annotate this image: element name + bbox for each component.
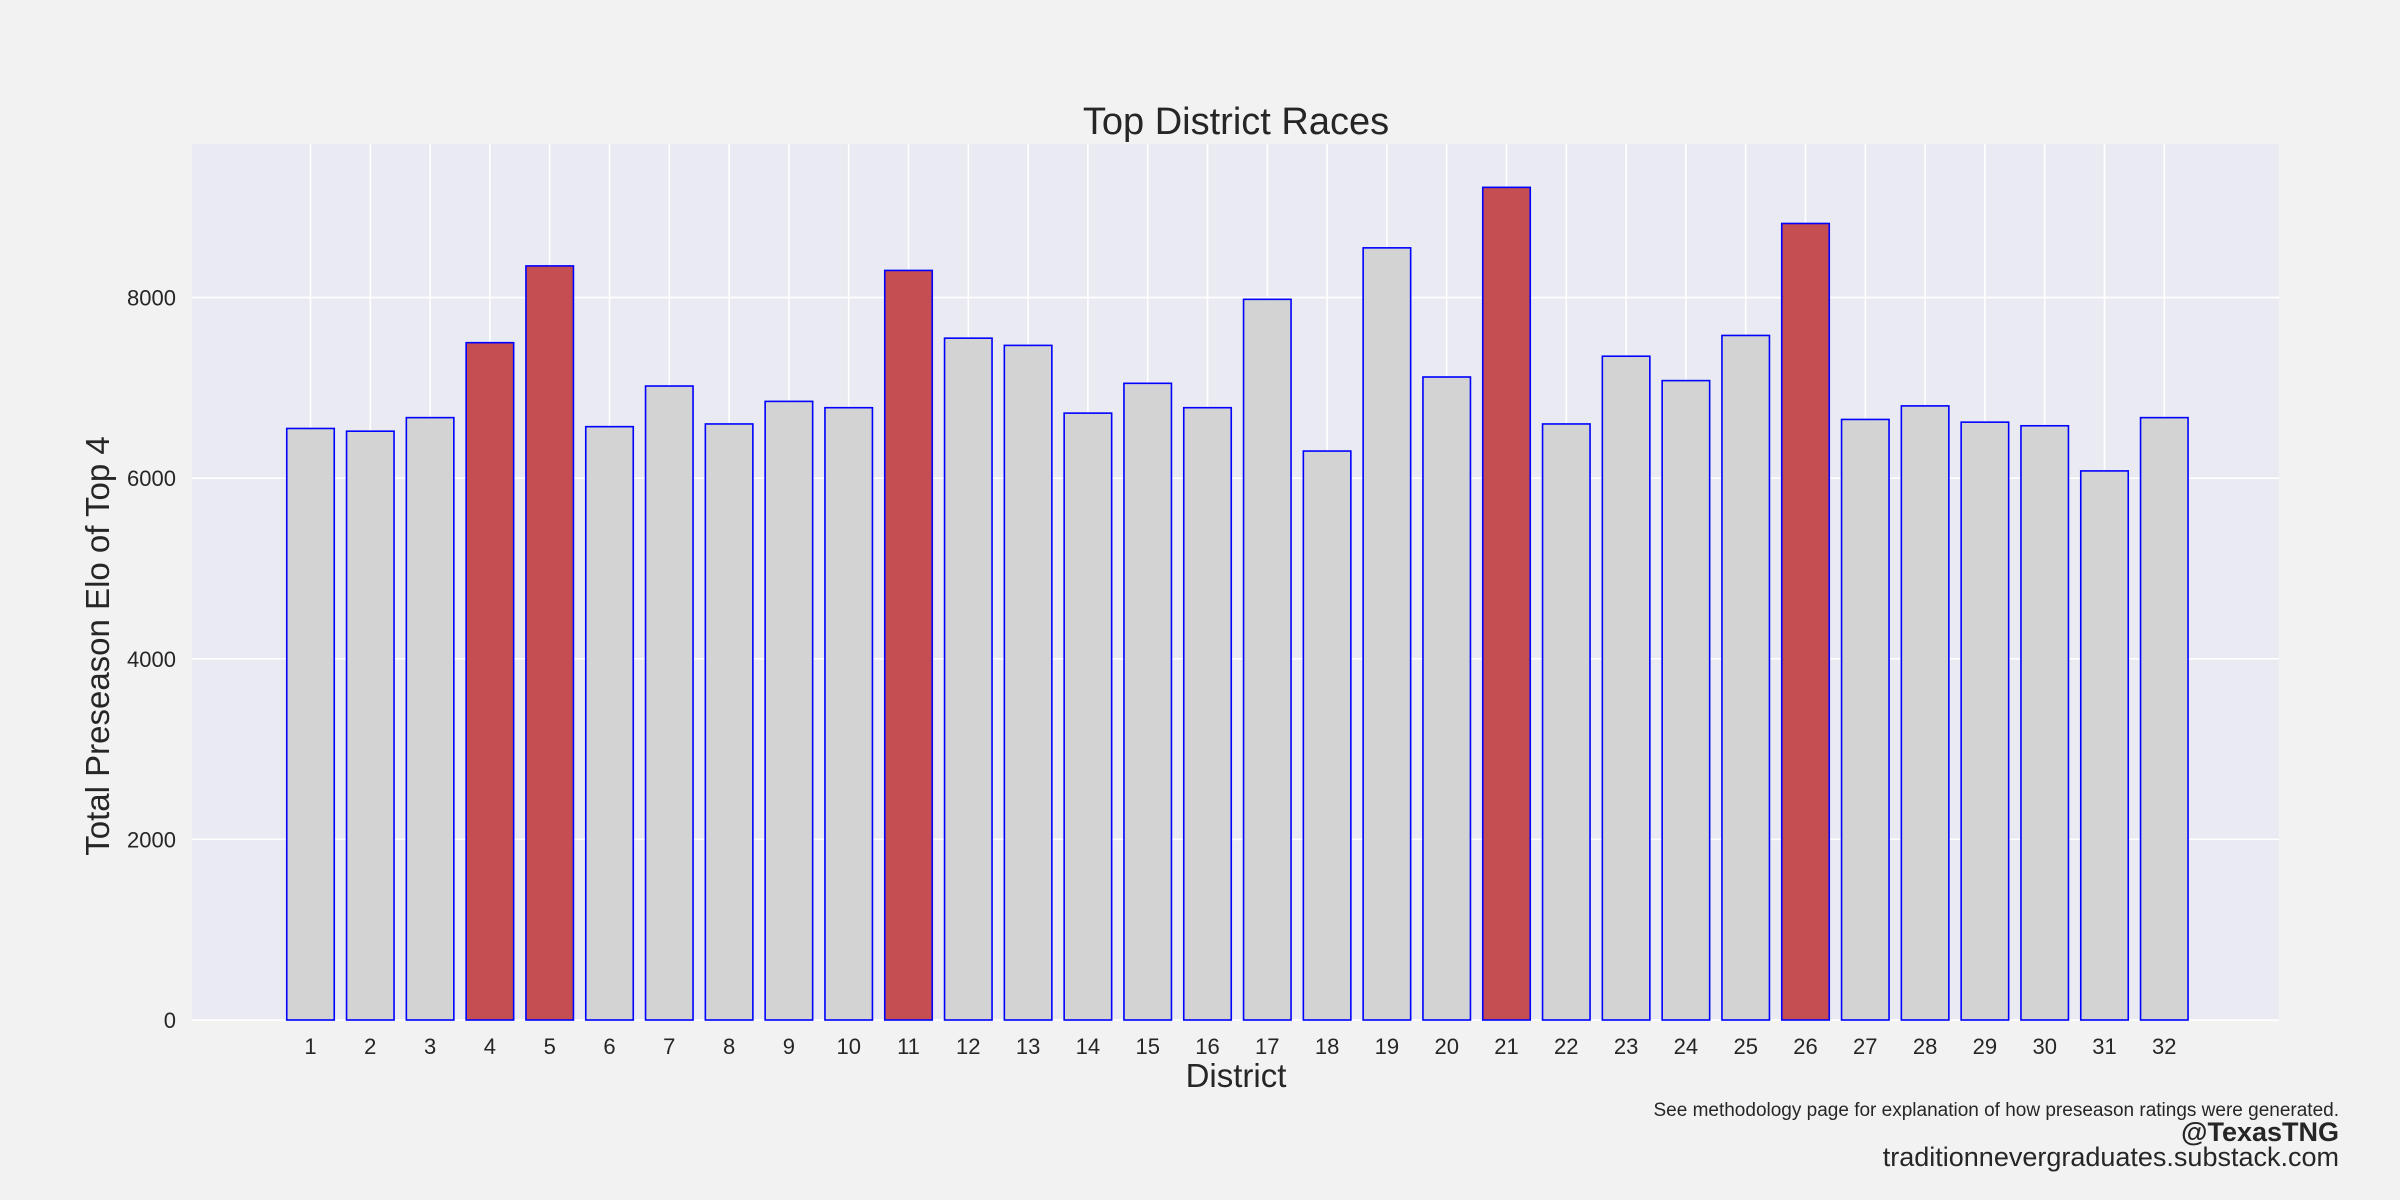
x-tick-label: 25 — [1733, 1034, 1757, 1059]
bar-district-10 — [824, 406, 874, 1021]
x-tick-label: 4 — [484, 1034, 496, 1059]
bar-district-5 — [525, 265, 575, 1021]
bar-district-23 — [1601, 355, 1651, 1021]
x-tick-label: 10 — [836, 1034, 860, 1059]
bars — [285, 186, 2189, 1021]
bar-district-3 — [405, 416, 455, 1021]
x-tick-label: 2 — [364, 1034, 376, 1059]
x-tick-label: 14 — [1076, 1034, 1100, 1059]
x-axis-label: District — [1186, 1057, 1287, 1094]
bar-district-15 — [1123, 382, 1173, 1021]
bar-district-29 — [1960, 421, 2010, 1021]
x-tick-label: 7 — [663, 1034, 675, 1059]
bar-district-7 — [644, 385, 694, 1021]
bar-district-18 — [1302, 450, 1352, 1021]
y-tick-label: 6000 — [127, 466, 176, 491]
x-tick-labels: 1 2 3 4 5 6 7 8 9 10 11 12 13 14 15 16 17 18 19 20 21 22 23 24 2… — [304, 1034, 2176, 1059]
bar-district-13 — [1003, 344, 1053, 1021]
bar-district-20 — [1422, 376, 1472, 1021]
x-tick-label: 21 — [1494, 1034, 1518, 1059]
bar-district-24 — [1661, 379, 1711, 1021]
bar-district-6 — [584, 425, 635, 1021]
x-tick-label: 22 — [1554, 1034, 1578, 1059]
bar-district-30 — [2020, 424, 2070, 1021]
bar-district-14 — [1063, 412, 1113, 1021]
bar-district-11 — [883, 269, 934, 1021]
x-tick-label: 23 — [1614, 1034, 1638, 1059]
x-tick-label: 19 — [1375, 1034, 1399, 1059]
bar-district-4 — [465, 341, 515, 1021]
x-tick-label: 3 — [424, 1034, 436, 1059]
x-tick-label: 18 — [1315, 1034, 1339, 1059]
x-tick-label: 6 — [603, 1034, 615, 1059]
bar-district-21 — [1481, 186, 1532, 1021]
y-tick-label: 2000 — [127, 827, 176, 852]
x-tick-label: 17 — [1255, 1034, 1279, 1059]
y-tick-label: 0 — [164, 1008, 176, 1033]
x-tick-label: 32 — [2152, 1034, 2176, 1059]
bar-district-28 — [1900, 405, 1950, 1021]
bar-district-12 — [943, 337, 993, 1021]
x-tick-label: 9 — [783, 1034, 795, 1059]
x-tick-label: 31 — [2092, 1034, 2116, 1059]
bar-district-17 — [1242, 298, 1292, 1021]
x-tick-label: 27 — [1853, 1034, 1877, 1059]
x-tick-label: 28 — [1913, 1034, 1937, 1059]
bar-district-22 — [1541, 423, 1591, 1021]
x-tick-label: 24 — [1674, 1034, 1698, 1059]
author-handle: @TexasTNG — [2181, 1117, 2339, 1147]
bar-district-1 — [285, 427, 336, 1021]
x-tick-label: 29 — [1973, 1034, 1997, 1059]
bar-district-32 — [2139, 416, 2189, 1021]
x-tick-label: 8 — [723, 1034, 735, 1059]
x-tick-label: 20 — [1434, 1034, 1458, 1059]
bar-district-8 — [704, 423, 754, 1021]
x-tick-label: 13 — [1016, 1034, 1040, 1059]
bar-district-16 — [1182, 406, 1233, 1021]
x-tick-label: 26 — [1793, 1034, 1817, 1059]
y-axis-label: Total Preseason Elo of Top 4 — [79, 436, 116, 856]
y-tick-labels: 0 2000 4000 6000 8000 — [127, 286, 176, 1033]
x-tick-label: 16 — [1195, 1034, 1219, 1059]
bar-district-26 — [1780, 222, 1831, 1021]
x-tick-label: 30 — [2032, 1034, 2056, 1059]
website-url: traditionnevergraduates.substack.com — [1883, 1142, 2339, 1172]
x-tick-label: 11 — [897, 1034, 920, 1059]
y-tick-label: 8000 — [127, 286, 176, 311]
x-tick-label: 1 — [304, 1034, 316, 1059]
bar-district-2 — [345, 430, 395, 1021]
y-tick-label: 4000 — [127, 647, 176, 672]
methodology-note: See methodology page for explanation of … — [1653, 1100, 2339, 1121]
bar-district-27 — [1840, 418, 1890, 1021]
x-tick-label: 5 — [544, 1034, 556, 1059]
bar-district-31 — [2079, 470, 2130, 1021]
x-tick-label: 12 — [956, 1034, 980, 1059]
bar-district-25 — [1721, 334, 1771, 1021]
bar-district-19 — [1362, 247, 1412, 1021]
x-tick-label: 15 — [1135, 1034, 1159, 1059]
bar-district-9 — [764, 400, 814, 1021]
chart-title: Top District Races — [1083, 101, 1389, 143]
